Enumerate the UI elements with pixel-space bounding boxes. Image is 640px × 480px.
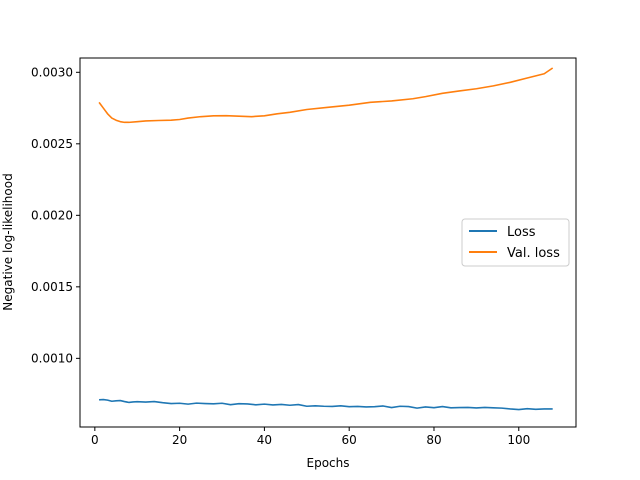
y-tick-label: 0.0025 — [31, 137, 73, 151]
y-tick-label: 0.0015 — [31, 280, 73, 294]
series-line-val-loss — [98, 67, 554, 124]
y-tick-label: 0.0030 — [31, 65, 73, 79]
x-axis: 0 20 40 60 80 100 — [91, 427, 530, 447]
series-line-loss — [99, 398, 553, 411]
x-tick-label: 100 — [507, 433, 530, 447]
x-axis-label: Epochs — [307, 456, 350, 470]
x-tick-label: 0 — [91, 433, 99, 447]
y-tick-label: 0.0010 — [31, 351, 73, 365]
y-axis-label: Negative log-likelihood — [1, 173, 15, 310]
legend-label-val-loss: Val. loss — [507, 246, 560, 261]
axes-frame — [79, 57, 577, 428]
y-tick-label: 0.0020 — [31, 208, 73, 222]
legend-label-loss: Loss — [507, 225, 536, 240]
plot-area-border — [79, 57, 577, 428]
plot-lines — [98, 67, 554, 411]
x-tick-label: 40 — [257, 433, 272, 447]
y-axis: 0.0010 0.0015 0.0020 0.0025 0.0030 — [31, 65, 80, 365]
x-tick-label: 80 — [426, 433, 441, 447]
legend: Loss Val. loss — [461, 218, 570, 267]
x-tick-label: 20 — [172, 433, 187, 447]
x-tick-label: 60 — [342, 433, 357, 447]
